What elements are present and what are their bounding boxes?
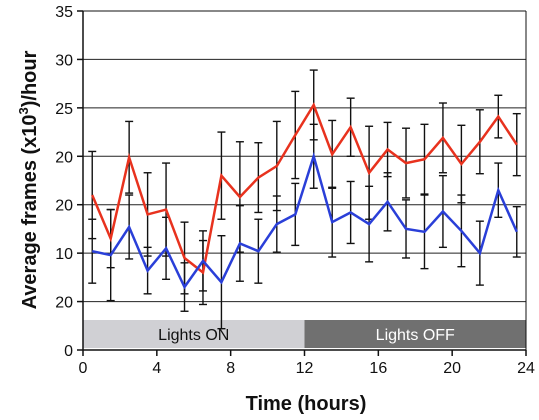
y-tick-label: 20 bbox=[55, 149, 73, 166]
band-0 bbox=[83, 320, 305, 348]
light-phase-bands: Lights ON Lights OFF bbox=[83, 320, 526, 348]
y-tick-label: 20 bbox=[55, 198, 73, 215]
y-axis-title-suffix: )/hour bbox=[19, 50, 41, 107]
error-bars bbox=[88, 69, 521, 330]
y-tick-label: 0 bbox=[64, 343, 73, 360]
x-axis-ticks: 0 4 8 12 16 20 24 bbox=[79, 350, 535, 377]
x-tick-label: 0 bbox=[79, 360, 88, 377]
y-tick-label: 25 bbox=[55, 101, 73, 118]
band-1 bbox=[304, 320, 526, 348]
gridlines bbox=[83, 58, 526, 303]
x-tick-label: 20 bbox=[443, 360, 461, 377]
series-line-0 bbox=[91, 102, 518, 275]
band-label: Lights OFF bbox=[376, 327, 455, 344]
series-line-1 bbox=[91, 151, 518, 290]
y-axis-title: Average frames (x103)/hour bbox=[16, 50, 41, 309]
x-tick-label: 24 bbox=[517, 360, 535, 377]
x-tick-label: 12 bbox=[296, 360, 314, 377]
series-lines bbox=[91, 102, 518, 290]
x-axis-title: Time (hours) bbox=[246, 393, 367, 415]
axes bbox=[82, 10, 527, 351]
x-tick-label: 16 bbox=[369, 360, 387, 377]
y-tick-label: 30 bbox=[55, 52, 73, 69]
y-tick-label: 20 bbox=[55, 295, 73, 312]
y-tick-label: 35 bbox=[55, 4, 73, 21]
y-axis-title-prefix: Average frames (x10 bbox=[19, 114, 41, 309]
x-tick-label: 8 bbox=[226, 360, 235, 377]
y-axis-ticks: 0 20 10 20 20 25 30 35 bbox=[55, 4, 83, 360]
x-tick-label: 4 bbox=[152, 360, 161, 377]
y-axis-title-superscript: 3 bbox=[16, 107, 31, 114]
y-tick-label: 10 bbox=[55, 246, 73, 263]
band-label: Lights ON bbox=[158, 327, 229, 344]
